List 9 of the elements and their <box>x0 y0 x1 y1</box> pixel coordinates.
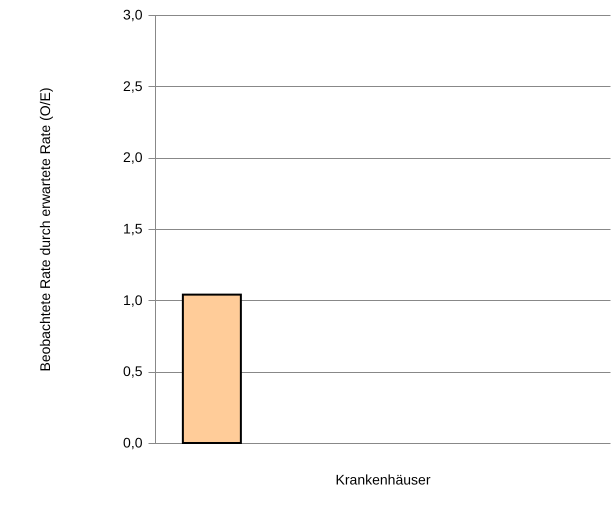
y-tick-label: 0,0 <box>123 434 143 450</box>
y-tick-label: 2,0 <box>123 149 143 166</box>
y-tick-label: 2,5 <box>123 78 143 94</box>
y-tick-label: 3,0 <box>123 6 143 22</box>
y-tick-label: 1,0 <box>123 292 143 308</box>
y-tick-label: 0,5 <box>123 363 143 380</box>
y-axis-title: Beobachtete Rate durch erwartete Rate (O/E) <box>37 87 54 372</box>
y-tick-label: 1,5 <box>123 220 143 236</box>
x-axis-title: Krankenhäuser <box>336 472 431 488</box>
